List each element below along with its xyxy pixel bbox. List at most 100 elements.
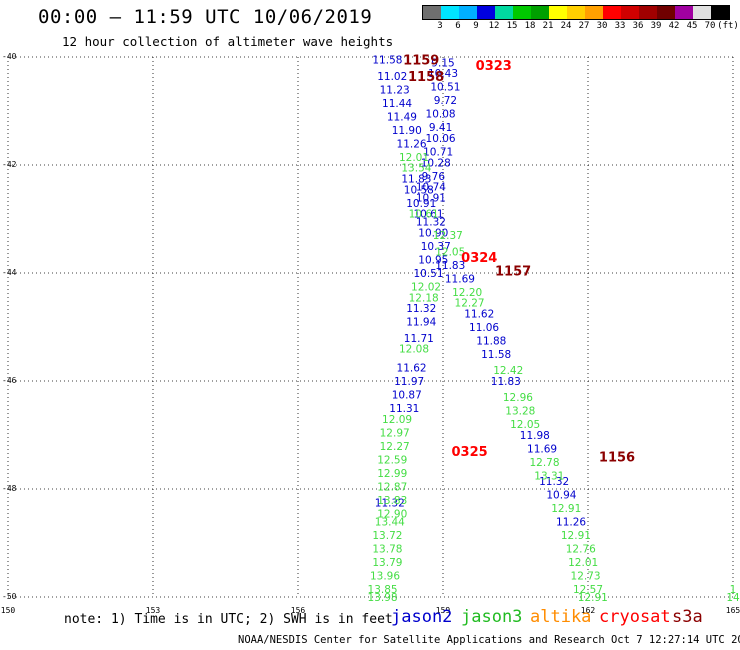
swh-value: 10.61 <box>413 209 443 221</box>
swh-value: 11.90 <box>392 125 422 137</box>
legend-jason2: jason2 <box>391 607 453 627</box>
color-swatch <box>549 6 567 19</box>
swh-value: 11.49 <box>387 111 417 123</box>
lon-tick-label: 159 <box>436 606 451 615</box>
swh-value: 10.51 <box>413 268 443 280</box>
swh-value: 13.31 <box>534 471 564 483</box>
swh-value: 10.91 <box>416 192 446 204</box>
lat-tick-label: -46 <box>2 376 17 385</box>
color-scale-label: 21 <box>542 21 554 31</box>
swh-value: 12.73 <box>571 570 601 582</box>
pass-time-label: 1157 <box>495 264 531 279</box>
swh-value: 11.83 <box>435 260 465 272</box>
pass-time-label: 0323 <box>476 59 512 74</box>
color-swatch <box>657 6 675 19</box>
swh-value: 13.85 <box>368 584 398 596</box>
swh-value: 11.06 <box>469 322 499 334</box>
swh-value: 11.23 <box>380 84 410 96</box>
pass-time-label: 1158 <box>408 70 444 85</box>
swh-value: 10.43 <box>428 68 458 80</box>
swh-value: 11.32 <box>375 498 405 510</box>
swh-value: 11.88 <box>476 336 506 348</box>
swh-value: 11.32 <box>406 303 436 315</box>
map-subtitle: 12 hour collection of altimeter wave hei… <box>62 34 394 49</box>
color-swatch <box>693 6 711 19</box>
swh-value: 12.99 <box>377 468 407 480</box>
color-scale-labels: 3 6 9 12 15 18 21 24 27 30 33 36 39 42 45 70 (ft) <box>422 21 740 35</box>
swh-value: 12.91 <box>551 503 581 515</box>
lon-tick-label: 156 <box>291 606 306 615</box>
swh-value: 12.78 <box>529 457 559 469</box>
swh-value: 10.94 <box>546 489 576 501</box>
swh-value: 12.08 <box>399 344 429 356</box>
swh-value: 12.20 <box>452 287 482 299</box>
swh-value: 10.91 <box>406 198 436 210</box>
color-scale-label: 33 <box>614 21 626 31</box>
lat-tick-label: -48 <box>2 484 17 493</box>
color-scale-label: 3 <box>437 21 443 31</box>
swh-value: 11.62 <box>464 309 494 321</box>
swh-value: 12.05 <box>510 419 540 431</box>
swh-value: 12.18 <box>409 292 439 304</box>
color-swatch <box>639 6 657 19</box>
color-scale-label: 24 <box>560 21 572 31</box>
swh-value: 10.74 <box>416 182 446 194</box>
lat-tick-label: -40 <box>2 52 17 61</box>
color-swatch <box>585 6 603 19</box>
swh-value: 10.06 <box>426 133 456 145</box>
swh-value: 12.76 <box>566 543 596 555</box>
pass-time-label: 0325 <box>451 445 487 460</box>
legend-altika: altika <box>530 607 592 627</box>
color-scale-label: 30 <box>596 21 608 31</box>
swh-value: 11.44 <box>382 98 412 110</box>
color-scale-label: 6 <box>455 21 461 31</box>
swh-value: 12.57 <box>573 584 603 596</box>
color-scale-label: 15 <box>506 21 518 31</box>
swh-value: 12.59 <box>377 454 407 466</box>
pass-time-label: 1156 <box>599 451 635 466</box>
swh-value: 11.69 <box>527 444 557 456</box>
swh-value: 12.97 <box>380 427 410 439</box>
swh-value: 13.96 <box>370 570 400 582</box>
color-swatch <box>441 6 459 19</box>
swh-value: 13.28 <box>505 406 535 418</box>
swh-value: 12.37 <box>433 230 463 242</box>
color-scale-label: 9 <box>473 21 479 31</box>
swh-value: 10.37 <box>421 241 451 253</box>
swh-value: 11.98 <box>520 430 550 442</box>
swh-value: 11.02 <box>377 71 407 83</box>
swh-value: 13.72 <box>372 530 402 542</box>
swh-value: 12.01 <box>399 152 429 164</box>
swh-value: 10.71 <box>423 147 453 159</box>
swh-value: 12.91 <box>561 530 591 542</box>
swh-value: 14 <box>726 592 740 604</box>
swh-value: 12.91 <box>578 592 608 604</box>
swh-value: 11.32 <box>416 217 446 229</box>
color-swatch <box>621 6 639 19</box>
swh-value: 12.87 <box>377 481 407 493</box>
swh-value: 12.09 <box>382 414 412 426</box>
swh-value: 10.95 <box>418 255 448 267</box>
swh-value: 12.90 <box>377 508 407 520</box>
swh-value: 12.42 <box>493 365 523 377</box>
swh-value: 9.76 <box>422 171 446 183</box>
color-swatch <box>567 6 585 19</box>
color-scale-label: 27 <box>578 21 590 31</box>
color-scale-label: 70 <box>704 21 716 31</box>
lat-tick-label: -44 <box>2 268 17 277</box>
color-scale-label: 39 <box>650 21 662 31</box>
color-swatch <box>513 6 531 19</box>
color-scale-label: (ft) <box>717 21 739 31</box>
swh-value: 13.78 <box>372 543 402 555</box>
lon-tick-label: 153 <box>146 606 161 615</box>
lon-tick-label: 150 <box>1 606 16 615</box>
swh-value: 11.58 <box>481 349 511 361</box>
swh-value: 10.61 <box>409 209 439 221</box>
swh-value: 11.69 <box>445 273 475 285</box>
legend-jason3: jason3 <box>461 607 523 627</box>
lat-tick-label: -42 <box>2 160 17 169</box>
pass-time-label: 0324 <box>461 251 497 266</box>
swh-value: 11.26 <box>556 516 586 528</box>
swh-value: 13.44 <box>375 516 405 528</box>
